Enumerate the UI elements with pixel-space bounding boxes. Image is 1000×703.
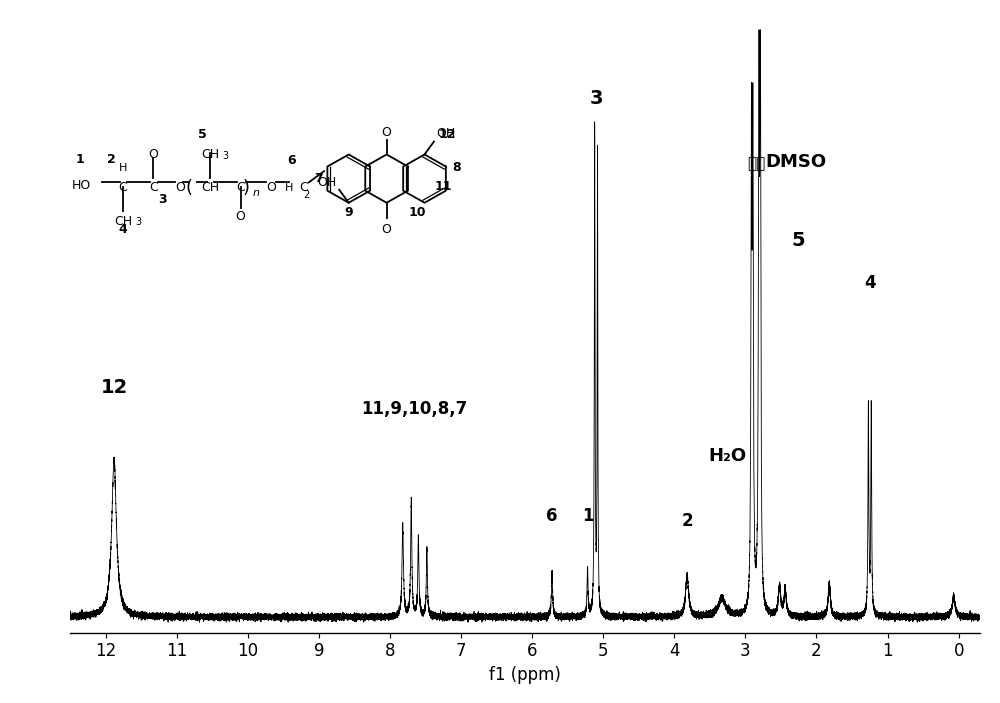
Text: 12: 12: [100, 378, 128, 396]
Text: 3: 3: [589, 89, 603, 108]
X-axis label: f1 (ppm): f1 (ppm): [489, 666, 561, 684]
Text: 11,9,10,8,7: 11,9,10,8,7: [362, 400, 468, 418]
Text: 2: 2: [681, 512, 693, 531]
Text: 氘代: 氘代: [747, 156, 765, 172]
Text: 5: 5: [792, 231, 806, 250]
Text: 6: 6: [546, 508, 558, 525]
Text: DMSO: DMSO: [765, 153, 826, 172]
Text: H₂O: H₂O: [709, 447, 747, 465]
Text: 1: 1: [582, 508, 593, 525]
Text: 4: 4: [864, 274, 876, 292]
